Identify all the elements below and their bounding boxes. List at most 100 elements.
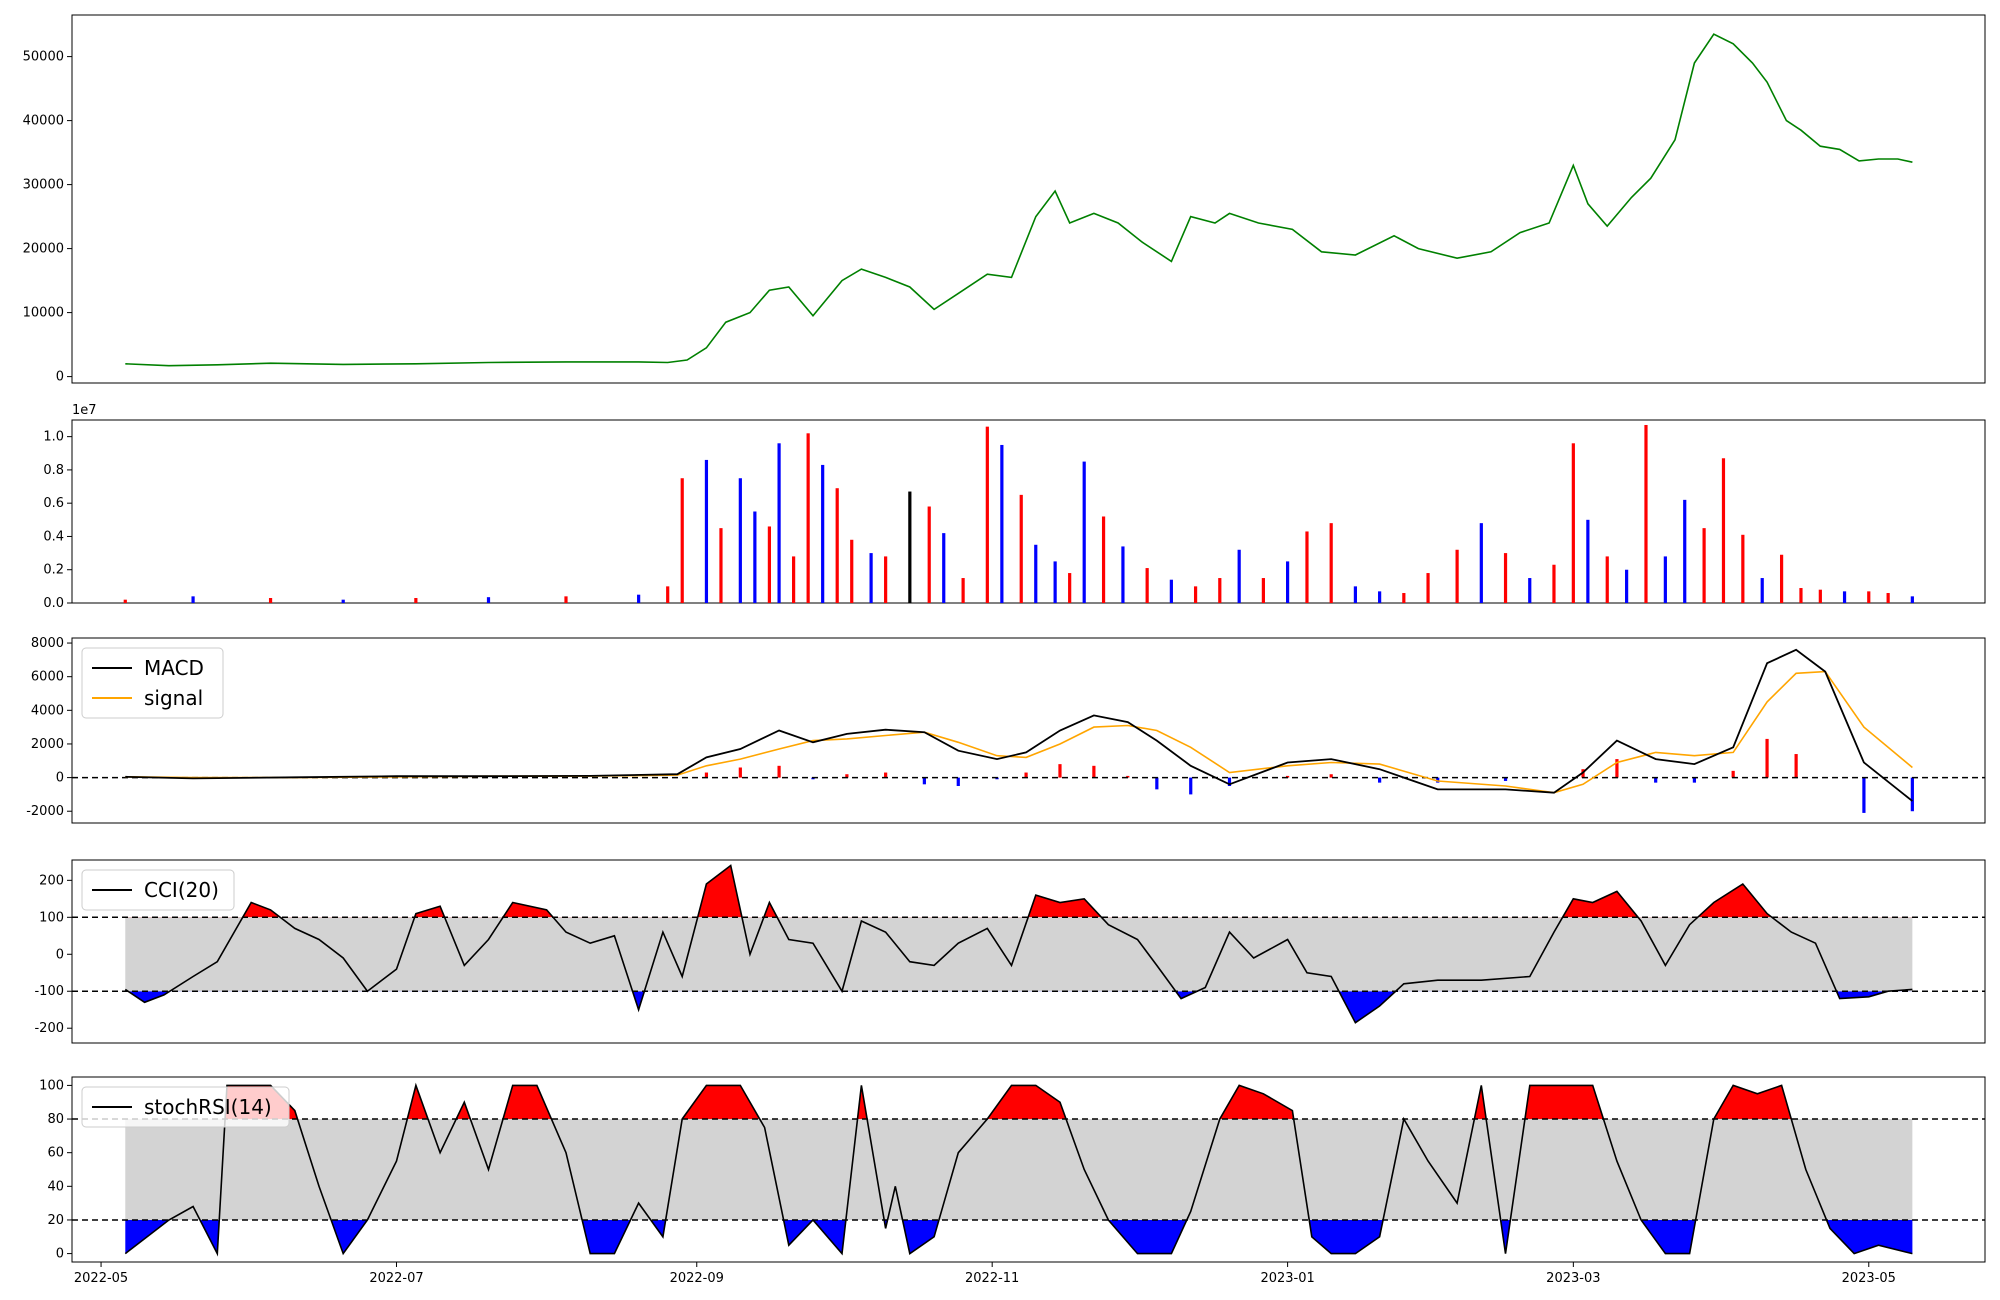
- volume-bar: [704, 459, 709, 603]
- volume-bar: [850, 539, 854, 603]
- macd-histogram-bar: [1058, 764, 1062, 778]
- volume-bar: [884, 556, 888, 603]
- volume-bar: [738, 478, 742, 603]
- volume-bar: [680, 478, 684, 603]
- x-tick-label: 2022-05: [74, 1271, 128, 1286]
- macd-histogram-bar: [1654, 777, 1658, 783]
- volume-bar: [1605, 556, 1609, 603]
- macd-histogram-bar: [956, 777, 960, 786]
- macd-histogram-bar: [884, 772, 888, 778]
- volume-bar: [1286, 561, 1290, 603]
- x-tick-label: 2023-03: [1546, 1271, 1600, 1286]
- macd-histogram-bar: [995, 777, 999, 780]
- volume-bar: [1571, 443, 1575, 603]
- legend-entry-cci-20: CCI(20): [144, 878, 219, 902]
- volume-bar: [869, 553, 873, 603]
- macd-panel: -2000 0 2000 4000 6000 8000 MACD signal: [26, 636, 1986, 824]
- x-tick-label: 2022-07: [369, 1271, 423, 1286]
- volume-bar: [1169, 579, 1173, 603]
- volume-bar: [927, 506, 931, 603]
- volume-bar: [1663, 556, 1667, 603]
- volume-bar: [1261, 578, 1265, 603]
- volume-bar: [1218, 578, 1222, 603]
- volume-panel: 0.0 0.2 0.4 0.6 0.8 1.0 1e7: [43, 403, 1986, 611]
- volume-bar: [564, 596, 568, 603]
- signal-line: [125, 670, 1913, 794]
- volume-bar: [1305, 531, 1309, 603]
- y-tick-label: 0: [56, 1247, 64, 1262]
- macd-histogram-bar: [777, 765, 781, 778]
- volume-bar: [1842, 591, 1847, 603]
- cci-line: [124, 864, 1913, 1024]
- cci-panel: -200 -100 0 100 200 CCI(20): [34, 859, 1986, 1044]
- price-line: [125, 33, 1913, 367]
- y-tick-label: 30000: [23, 178, 64, 193]
- volume-bar: [1741, 534, 1745, 603]
- legend-entry-signal: signal: [144, 686, 203, 710]
- volume-bar: [719, 528, 723, 603]
- y-tick-label: 100: [39, 1078, 64, 1093]
- macd-histogram-bar: [1615, 759, 1619, 778]
- volume-bar: [767, 526, 771, 603]
- macd-line: [125, 648, 1913, 802]
- volume-bar: [123, 599, 127, 603]
- stochrsi-frame: [71, 1076, 1986, 1263]
- macd-frame: [71, 637, 1986, 824]
- y-tick-label: 8000: [31, 636, 64, 651]
- macd-histogram-bar: [1503, 777, 1508, 781]
- y-tick-label: 0: [56, 771, 64, 786]
- macd-histogram-bar: [1794, 754, 1798, 778]
- y-tick-label: 0.8: [43, 463, 64, 478]
- volume-bar: [1644, 424, 1648, 603]
- volume-bar: [835, 488, 839, 603]
- y-tick-label: 0.2: [43, 563, 64, 578]
- volume-bar: [985, 426, 989, 603]
- volume-bar: [1683, 499, 1687, 603]
- volume-frame: [71, 419, 1986, 604]
- volume-bar: [268, 598, 273, 603]
- volume-bar: [1082, 461, 1086, 603]
- volume-bar: [1760, 578, 1764, 603]
- volume-bar: [1721, 458, 1726, 603]
- price-frame: [71, 14, 1986, 384]
- y-tick-label: -100: [34, 984, 64, 999]
- y-tick-label: 100: [39, 910, 64, 925]
- volume-bar: [1586, 519, 1590, 603]
- y-tick-label: -200: [34, 1021, 64, 1036]
- y-tick-label: 60: [47, 1146, 64, 1161]
- macd-histogram-bar: [1286, 775, 1290, 778]
- y-tick-label: 50000: [23, 50, 64, 65]
- macd-histogram-bar: [922, 777, 926, 785]
- volume-bar: [961, 578, 965, 603]
- volume-bar: [1455, 549, 1459, 603]
- macd-histogram-bar: [1024, 772, 1028, 778]
- volume-bar: [1000, 444, 1004, 603]
- volume-scale-offset: 1e7: [72, 403, 97, 418]
- y-tick-label: 2000: [31, 737, 64, 752]
- macd-histogram-bar: [1765, 738, 1769, 778]
- volume-bar: [1145, 568, 1149, 603]
- macd-histogram-bar: [1378, 777, 1382, 783]
- y-tick-label: -2000: [26, 804, 64, 819]
- cci-neutral-band: [125, 917, 1913, 992]
- y-tick-label: 40000: [23, 114, 64, 129]
- macd-histogram-bar: [1862, 777, 1866, 813]
- macd-histogram-bar: [1189, 777, 1193, 795]
- x-tick-label: 2022-11: [965, 1271, 1019, 1286]
- macd-histogram-bar: [845, 774, 849, 778]
- legend-entry-macd: MACD: [144, 656, 204, 680]
- volume-bar: [1121, 546, 1125, 603]
- volume-bar: [1528, 578, 1532, 603]
- volume-bar: [1019, 494, 1023, 603]
- stochrsi-line: [124, 1082, 1913, 1257]
- volume-bar: [1503, 553, 1508, 603]
- volume-bar: [1193, 586, 1198, 603]
- volume-bar: [1237, 549, 1241, 603]
- cci-overbought-fill: [125, 865, 1913, 918]
- y-tick-label: 200: [39, 873, 64, 888]
- macd-histogram-bar: [704, 772, 709, 778]
- price-panel: 0 10000 20000 30000 40000 50000: [23, 14, 1986, 385]
- volume-bar: [821, 464, 825, 603]
- y-tick-label: 0: [56, 370, 64, 385]
